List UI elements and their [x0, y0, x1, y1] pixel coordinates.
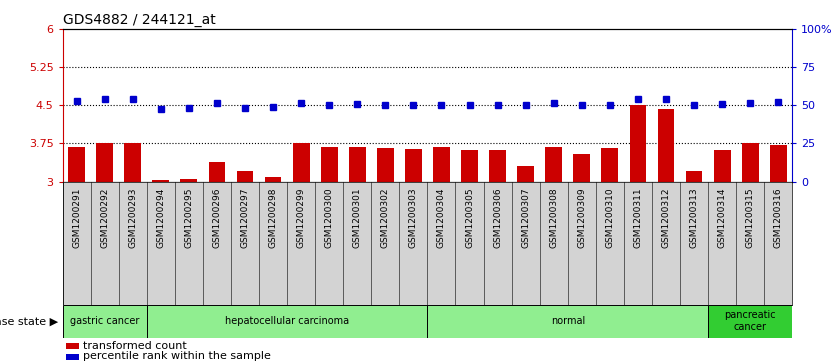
- Bar: [770, 145, 786, 182]
- Text: GDS4882 / 244121_at: GDS4882 / 244121_at: [63, 13, 215, 26]
- Text: GSM1200303: GSM1200303: [409, 188, 418, 248]
- Bar: [153, 180, 169, 182]
- Bar: [741, 143, 759, 182]
- Text: GSM1200307: GSM1200307: [521, 188, 530, 248]
- Text: GSM1200300: GSM1200300: [324, 188, 334, 248]
- Bar: [66, 354, 79, 360]
- Bar: [321, 147, 338, 182]
- Bar: [601, 148, 618, 182]
- Text: GSM1200308: GSM1200308: [550, 188, 558, 248]
- Bar: [714, 150, 731, 182]
- Text: GSM1200292: GSM1200292: [100, 188, 109, 248]
- Text: GSM1200314: GSM1200314: [717, 188, 726, 248]
- Text: GSM1200301: GSM1200301: [353, 188, 362, 248]
- Text: hepatocellular carcinoma: hepatocellular carcinoma: [225, 316, 349, 326]
- Text: GSM1200315: GSM1200315: [746, 188, 755, 248]
- Bar: [349, 147, 365, 182]
- Text: GSM1200296: GSM1200296: [213, 188, 221, 248]
- Bar: [180, 179, 198, 182]
- Text: GSM1200313: GSM1200313: [690, 188, 699, 248]
- Bar: [293, 143, 309, 182]
- Bar: [68, 147, 85, 182]
- Text: gastric cancer: gastric cancer: [70, 316, 139, 326]
- Text: GSM1200291: GSM1200291: [72, 188, 81, 248]
- Bar: [686, 171, 702, 182]
- Text: GSM1200294: GSM1200294: [156, 188, 165, 248]
- Bar: [63, 305, 147, 338]
- Bar: [147, 305, 427, 338]
- Text: transformed count: transformed count: [83, 340, 186, 351]
- Text: GSM1200295: GSM1200295: [184, 188, 193, 248]
- Bar: [433, 147, 450, 182]
- Text: GSM1200305: GSM1200305: [465, 188, 474, 248]
- Text: disease state ▶: disease state ▶: [0, 316, 58, 326]
- Bar: [630, 105, 646, 182]
- Text: GSM1200311: GSM1200311: [634, 188, 642, 248]
- Text: GSM1200306: GSM1200306: [493, 188, 502, 248]
- Bar: [377, 148, 394, 182]
- Bar: [517, 166, 534, 182]
- Bar: [428, 305, 708, 338]
- Text: percentile rank within the sample: percentile rank within the sample: [83, 351, 270, 362]
- Bar: [264, 178, 281, 182]
- Text: GSM1200293: GSM1200293: [128, 188, 138, 248]
- Text: GSM1200298: GSM1200298: [269, 188, 278, 248]
- Bar: [405, 150, 422, 182]
- Text: GSM1200310: GSM1200310: [605, 188, 615, 248]
- Bar: [573, 154, 590, 182]
- Bar: [490, 150, 506, 182]
- Bar: [708, 305, 792, 338]
- Text: GSM1200302: GSM1200302: [381, 188, 389, 248]
- Bar: [237, 171, 254, 182]
- Text: GSM1200304: GSM1200304: [437, 188, 446, 248]
- Bar: [545, 147, 562, 182]
- Text: GSM1200312: GSM1200312: [661, 188, 671, 248]
- Bar: [96, 143, 113, 182]
- Bar: [66, 343, 79, 349]
- Bar: [657, 109, 675, 182]
- Bar: [124, 143, 141, 182]
- Text: pancreatic
cancer: pancreatic cancer: [725, 310, 776, 332]
- Text: normal: normal: [550, 316, 585, 326]
- Bar: [208, 162, 225, 182]
- Bar: [461, 150, 478, 182]
- Text: GSM1200316: GSM1200316: [774, 188, 783, 248]
- Text: GSM1200297: GSM1200297: [240, 188, 249, 248]
- Text: GSM1200299: GSM1200299: [297, 188, 305, 248]
- Text: GSM1200309: GSM1200309: [577, 188, 586, 248]
